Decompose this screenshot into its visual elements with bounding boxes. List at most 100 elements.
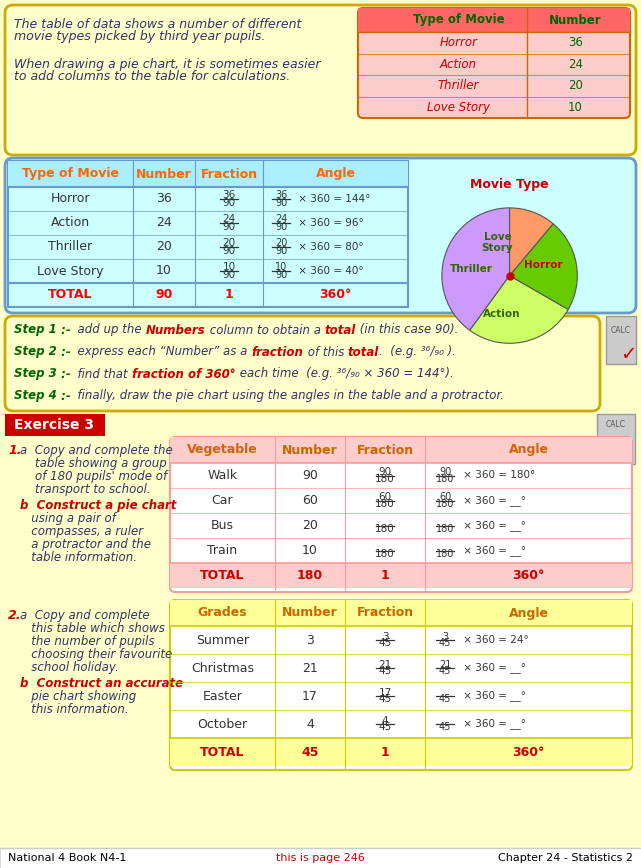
Text: this table which shows: this table which shows [20, 622, 165, 635]
Wedge shape [510, 207, 553, 275]
Text: this is page 246: this is page 246 [276, 853, 365, 863]
Text: Thriller: Thriller [49, 240, 92, 253]
Text: Angle: Angle [508, 444, 549, 457]
Text: Walk: Walk [208, 469, 238, 482]
Text: 90: 90 [155, 288, 172, 301]
Text: Thriller: Thriller [449, 264, 492, 273]
Text: 36: 36 [222, 190, 236, 201]
Text: 180: 180 [436, 524, 454, 534]
Text: table information.: table information. [20, 551, 137, 564]
Text: Horror: Horror [51, 193, 90, 206]
Text: Angle: Angle [315, 168, 356, 181]
Text: × 360 = 80°: × 360 = 80° [295, 242, 363, 252]
Text: 180: 180 [375, 474, 395, 484]
Bar [606, 316, 636, 364]
Bar [358, 8, 630, 32]
Text: 90: 90 [439, 467, 451, 477]
Text: 20: 20 [222, 239, 235, 248]
Text: 10: 10 [156, 265, 172, 278]
Text: to add columns to the table for calculations.: to add columns to the table for calculat… [14, 70, 290, 83]
Text: The table of data shows a number of different: The table of data shows a number of diff… [14, 18, 301, 31]
Text: × 360 = 96°: × 360 = 96° [295, 218, 363, 228]
Text: 45: 45 [378, 722, 392, 733]
Text: 3: 3 [442, 632, 448, 641]
Text: Love Story: Love Story [37, 265, 104, 278]
Text: 90: 90 [275, 269, 287, 279]
Text: 17: 17 [302, 689, 318, 702]
Text: 10: 10 [568, 101, 583, 114]
Bar [8, 161, 408, 307]
Text: 24: 24 [275, 214, 287, 225]
Text: 90: 90 [222, 246, 235, 255]
Text: b  Construct an accurate: b Construct an accurate [20, 677, 183, 690]
Text: 45: 45 [439, 694, 451, 705]
Text: 24: 24 [568, 58, 583, 71]
Text: add up the: add up the [71, 324, 146, 337]
Text: 360°: 360° [512, 569, 545, 582]
Text: 45: 45 [378, 667, 392, 676]
Text: b  Construct a pie chart: b Construct a pie chart [20, 499, 176, 512]
Text: 180: 180 [436, 474, 454, 484]
Text: 24: 24 [222, 214, 236, 225]
Text: 4: 4 [306, 718, 314, 731]
Text: Easter: Easter [203, 689, 242, 702]
Text: Exercise 3: Exercise 3 [14, 418, 94, 432]
Text: table showing a group: table showing a group [20, 457, 167, 470]
Text: 3: 3 [381, 632, 388, 641]
Text: Vegetable: Vegetable [187, 444, 258, 457]
Text: 180: 180 [436, 549, 454, 559]
FancyBboxPatch shape [358, 8, 630, 118]
Text: 36: 36 [156, 193, 172, 206]
Text: × 360 = __°: × 360 = __° [460, 545, 526, 556]
Text: Thriller: Thriller [438, 79, 479, 92]
Text: Angle: Angle [508, 607, 549, 620]
Text: express each “Number” as a: express each “Number” as a [71, 345, 252, 358]
Text: school holiday.: school holiday. [20, 661, 119, 674]
Text: 45: 45 [439, 639, 451, 648]
Text: 1: 1 [224, 288, 233, 301]
Text: 60: 60 [302, 494, 318, 507]
Bar [170, 600, 632, 626]
Text: Love Story: Love Story [427, 101, 490, 114]
Text: 45: 45 [439, 667, 451, 676]
Text: Action: Action [51, 216, 90, 229]
Text: compasses, a ruler: compasses, a ruler [20, 525, 143, 538]
Text: a protractor and the: a protractor and the [20, 538, 151, 551]
Text: 90: 90 [378, 467, 392, 477]
Text: using a pair of: using a pair of [20, 512, 116, 525]
Text: .  (e.g. ³⁶/₉₀ ).: . (e.g. ³⁶/₉₀ ). [379, 345, 456, 358]
Text: the number of pupils: the number of pupils [20, 635, 154, 648]
Text: Car: Car [212, 494, 233, 507]
Wedge shape [470, 275, 568, 343]
Text: 10: 10 [302, 544, 318, 557]
Text: 20: 20 [568, 79, 583, 92]
FancyBboxPatch shape [5, 5, 636, 155]
Text: Number: Number [282, 444, 338, 457]
Text: 45: 45 [378, 639, 392, 648]
Text: × 360 = 144°: × 360 = 144° [295, 194, 370, 204]
Text: 180: 180 [436, 499, 454, 509]
Text: 180: 180 [375, 524, 395, 534]
Text: 90: 90 [222, 221, 235, 232]
Text: fraction of 360°: fraction of 360° [132, 367, 235, 380]
Text: 90: 90 [302, 469, 318, 482]
Text: 180: 180 [375, 499, 395, 509]
Text: Type of Movie: Type of Movie [22, 168, 119, 181]
Text: Action: Action [483, 309, 520, 319]
Text: 90: 90 [222, 269, 235, 279]
Text: When drawing a pie chart, it is sometimes easier: When drawing a pie chart, it is sometime… [14, 58, 320, 71]
Text: Fraction: Fraction [356, 607, 413, 620]
Bar [0, 848, 641, 868]
Text: movie types picked by third year pupils.: movie types picked by third year pupils. [14, 30, 265, 43]
Text: :-: :- [57, 345, 71, 358]
Text: Step 2: Step 2 [14, 345, 57, 358]
Text: Type of Movie: Type of Movie [413, 14, 504, 27]
Text: 1: 1 [381, 746, 389, 759]
Text: 20: 20 [275, 239, 287, 248]
Bar [170, 437, 632, 463]
Text: Christmas: Christmas [191, 661, 254, 674]
FancyBboxPatch shape [170, 600, 632, 770]
Text: Number: Number [549, 14, 602, 27]
Text: 4: 4 [381, 715, 388, 726]
Text: 36: 36 [275, 190, 287, 201]
